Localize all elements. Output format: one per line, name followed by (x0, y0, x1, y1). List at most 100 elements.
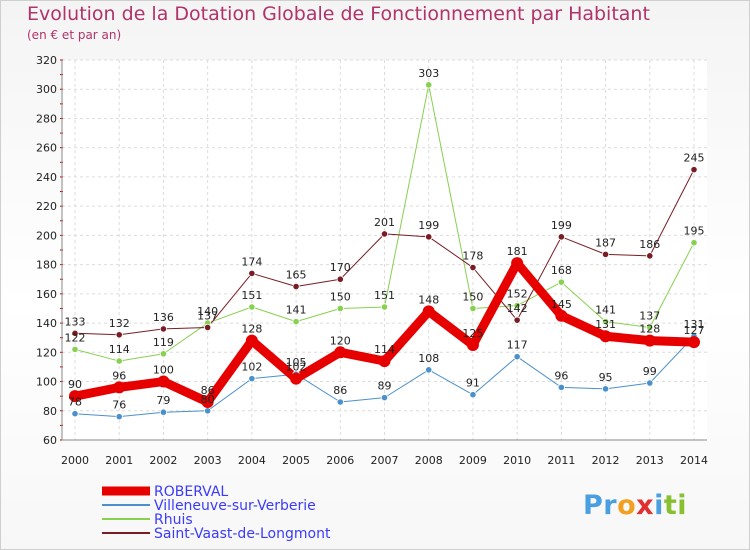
data-label: 141 (286, 304, 307, 317)
y-tick-label: 180 (36, 259, 57, 272)
data-point (248, 269, 256, 277)
data-label: 137 (197, 309, 218, 322)
data-point (425, 366, 433, 374)
data-label: 133 (65, 315, 86, 328)
data-point (71, 329, 79, 337)
data-label: 102 (286, 361, 307, 374)
data-point (380, 230, 389, 238)
logo-part: Pr (583, 490, 618, 521)
logo-part: i (654, 490, 664, 521)
data-label: 89 (378, 380, 392, 393)
data-point (201, 396, 214, 408)
data-label: 199 (418, 219, 439, 232)
data-label: 99 (643, 365, 657, 378)
data-label: 150 (462, 290, 483, 303)
data-label: 95 (599, 371, 613, 384)
data-point (646, 323, 654, 332)
data-point (248, 375, 256, 383)
data-point (204, 323, 212, 332)
data-label: 91 (466, 377, 480, 390)
data-label: 76 (112, 399, 126, 412)
data-label: 114 (109, 343, 130, 356)
logo-part: ti (663, 490, 688, 521)
data-label: 140 (197, 305, 218, 318)
y-tick-label: 120 (36, 346, 57, 359)
data-point (115, 331, 123, 339)
data-label: 174 (241, 255, 262, 268)
data-point (513, 316, 521, 324)
data-point (643, 334, 656, 347)
data-point (469, 263, 477, 272)
data-label: 181 (507, 245, 528, 258)
x-tick-label: 2013 (636, 454, 664, 467)
data-point (690, 239, 698, 247)
data-label: 128 (639, 323, 660, 336)
data-point (469, 304, 477, 313)
data-point (380, 394, 389, 402)
data-label: 131 (595, 318, 616, 331)
y-tick-label: 260 (36, 142, 57, 155)
data-point (292, 282, 300, 291)
data-label: 168 (551, 264, 572, 277)
data-label: 165 (286, 269, 307, 282)
data-label: 120 (330, 334, 351, 347)
data-label: 79 (156, 394, 170, 407)
data-label: 148 (418, 293, 439, 306)
proxiti-logo: Proxiti (583, 490, 687, 521)
x-tick-label: 2007 (371, 454, 399, 467)
x-tick-label: 2000 (61, 454, 89, 467)
data-point (71, 345, 79, 353)
data-point (425, 233, 433, 241)
data-point (115, 413, 123, 421)
data-point (511, 257, 524, 270)
data-label: 100 (153, 364, 174, 377)
data-point (159, 408, 168, 416)
data-point (601, 385, 610, 393)
data-label: 122 (65, 331, 86, 344)
data-label: 131 (684, 318, 705, 331)
data-point (292, 318, 300, 326)
data-point (159, 325, 168, 333)
data-point (157, 375, 170, 388)
x-tick-label: 2003 (194, 454, 222, 467)
data-label: 105 (286, 356, 307, 369)
data-label: 201 (374, 216, 395, 229)
x-tick-label: 2012 (592, 454, 620, 467)
y-tick-label: 80 (43, 405, 57, 418)
data-point (646, 379, 654, 387)
x-tick-label: 2002 (149, 454, 177, 467)
x-tick-label: 2001 (105, 454, 133, 467)
data-label: 186 (639, 238, 660, 251)
data-label: 245 (684, 152, 705, 165)
data-point (336, 275, 344, 283)
data-point (422, 305, 435, 318)
y-tick-label: 60 (43, 434, 57, 447)
data-label: 128 (241, 323, 262, 336)
data-label: 102 (241, 361, 262, 374)
data-label: 151 (374, 289, 395, 302)
x-tick-label: 2005 (282, 454, 310, 467)
data-label: 90 (68, 378, 82, 391)
x-tick-label: 2011 (547, 454, 575, 467)
data-point (557, 278, 565, 286)
data-point (334, 346, 347, 359)
legend-label: Saint-Vaast-de-Longmont (154, 526, 331, 542)
chart-title: Evolution de la Dotation Globale de Fonc… (27, 3, 650, 25)
data-label: 170 (330, 261, 351, 274)
data-label: 142 (507, 302, 528, 315)
data-label: 137 (639, 309, 660, 322)
plot-area (62, 60, 707, 440)
y-tick-label: 320 (36, 54, 57, 67)
chart-subtitle: (en € et par an) (27, 28, 122, 42)
y-tick-label: 280 (36, 112, 57, 125)
data-point (290, 372, 303, 385)
data-label: 195 (684, 225, 705, 238)
data-point (204, 407, 212, 415)
x-tick-label: 2004 (238, 454, 266, 467)
y-tick-label: 140 (36, 317, 57, 330)
data-point (378, 355, 391, 368)
data-label: 96 (112, 369, 126, 382)
data-point (690, 166, 698, 174)
data-point (555, 309, 568, 322)
